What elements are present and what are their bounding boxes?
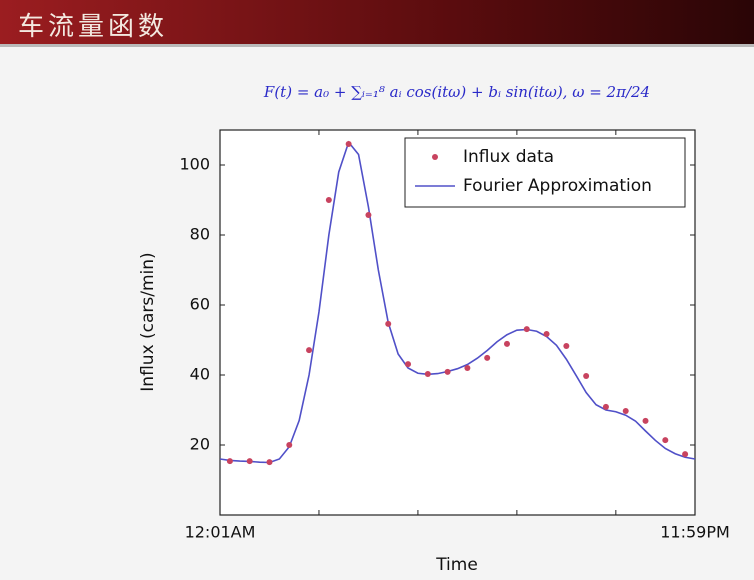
data-point — [266, 459, 273, 466]
data-point — [424, 370, 431, 377]
data-point — [365, 212, 372, 219]
data-point — [523, 326, 530, 333]
x-tick-label: 11:59PM — [660, 523, 730, 542]
data-point — [622, 408, 629, 415]
data-point — [345, 141, 352, 147]
header-title: 车流量函数 — [18, 12, 169, 42]
x-tick-label: 12:01AM — [185, 523, 256, 542]
data-point — [662, 437, 669, 444]
x-axis-label: Time — [435, 555, 478, 575]
data-point — [563, 342, 570, 349]
data-point — [226, 458, 233, 465]
chart-title: F(t) = a₀ + ∑ᵢ₌₁⁸ aᵢ cos(itω) + bᵢ sin(i… — [263, 83, 650, 101]
data-point — [682, 451, 689, 458]
y-tick-label: 40 — [190, 365, 210, 384]
data-point — [325, 197, 332, 203]
data-point — [503, 340, 510, 347]
legend-label: Influx data — [463, 147, 554, 167]
data-point — [385, 320, 392, 327]
legend-marker — [432, 154, 438, 160]
data-point — [543, 331, 550, 338]
data-point — [444, 368, 451, 375]
data-point — [405, 361, 412, 368]
header: 车流量函数 — [0, 0, 754, 47]
fourier-line — [219, 140, 696, 464]
data-point — [246, 458, 253, 465]
y-axis-label: Influx (cars/min) — [138, 252, 158, 391]
legend-box — [404, 137, 686, 208]
data-point — [583, 373, 590, 380]
data-point — [602, 403, 609, 410]
data-point — [464, 365, 471, 371]
y-tick-label: 20 — [190, 435, 210, 454]
legend-label: Fourier Approximation — [463, 176, 652, 196]
y-tick-label: 80 — [190, 225, 210, 244]
data-point — [642, 417, 649, 424]
data-point — [306, 347, 313, 354]
y-tick-label: 60 — [190, 295, 210, 314]
y-tick-label: 100 — [179, 155, 210, 174]
data-point — [286, 442, 293, 448]
data-point — [484, 354, 491, 361]
